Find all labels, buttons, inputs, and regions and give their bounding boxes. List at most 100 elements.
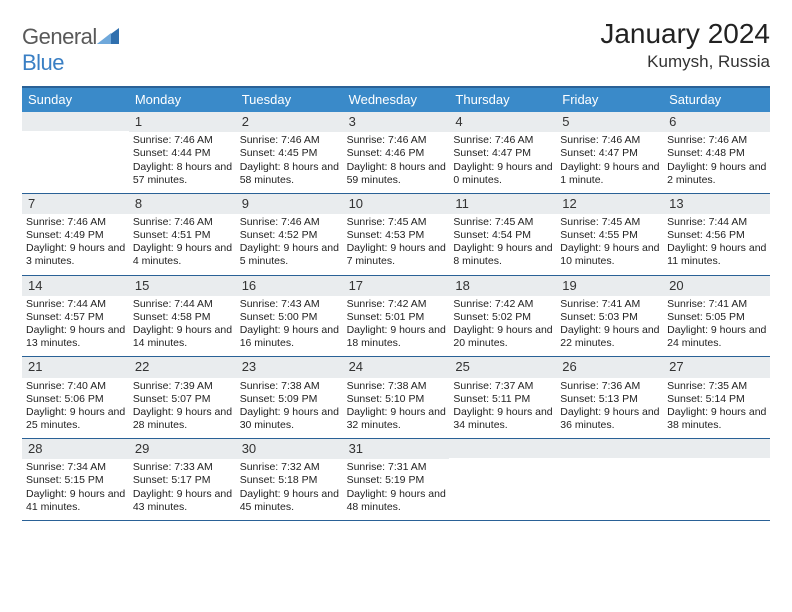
day-cell: 23Sunrise: 7:38 AMSunset: 5:09 PMDayligh… [236, 357, 343, 438]
sunset-line: Sunset: 4:44 PM [133, 147, 234, 160]
daylight-line: Daylight: 9 hours and 5 minutes. [240, 242, 341, 268]
day-cell: 4Sunrise: 7:46 AMSunset: 4:47 PMDaylight… [449, 112, 556, 193]
daylight-line: Daylight: 9 hours and 41 minutes. [26, 488, 127, 514]
sunset-line: Sunset: 5:13 PM [560, 393, 661, 406]
sunset-line: Sunset: 4:47 PM [560, 147, 661, 160]
day-number: 3 [343, 112, 450, 132]
sunrise-line: Sunrise: 7:45 AM [560, 216, 661, 229]
day-cell: 3Sunrise: 7:46 AMSunset: 4:46 PMDaylight… [343, 112, 450, 193]
day-body [22, 131, 129, 185]
sunrise-line: Sunrise: 7:44 AM [26, 298, 127, 311]
daylight-line: Daylight: 9 hours and 30 minutes. [240, 406, 341, 432]
daylight-line: Daylight: 8 hours and 59 minutes. [347, 161, 448, 187]
day-body: Sunrise: 7:46 AMSunset: 4:52 PMDaylight:… [236, 214, 343, 275]
day-cell: 13Sunrise: 7:44 AMSunset: 4:56 PMDayligh… [663, 194, 770, 275]
day-body [556, 458, 663, 512]
weekday-header: Sunday [22, 88, 129, 112]
title-block: January 2024 Kumysh, Russia [600, 18, 770, 72]
sunrise-line: Sunrise: 7:36 AM [560, 380, 661, 393]
day-number: 30 [236, 439, 343, 459]
weekday-header: Monday [129, 88, 236, 112]
day-number [556, 439, 663, 458]
sunset-line: Sunset: 4:54 PM [453, 229, 554, 242]
daylight-line: Daylight: 9 hours and 13 minutes. [26, 324, 127, 350]
sunrise-line: Sunrise: 7:46 AM [133, 134, 234, 147]
daylight-line: Daylight: 8 hours and 58 minutes. [240, 161, 341, 187]
day-body: Sunrise: 7:35 AMSunset: 5:14 PMDaylight:… [663, 378, 770, 439]
day-number: 26 [556, 357, 663, 377]
sunrise-line: Sunrise: 7:42 AM [347, 298, 448, 311]
day-number: 24 [343, 357, 450, 377]
day-cell: 11Sunrise: 7:45 AMSunset: 4:54 PMDayligh… [449, 194, 556, 275]
day-cell: 22Sunrise: 7:39 AMSunset: 5:07 PMDayligh… [129, 357, 236, 438]
day-cell: 25Sunrise: 7:37 AMSunset: 5:11 PMDayligh… [449, 357, 556, 438]
day-number: 28 [22, 439, 129, 459]
day-body: Sunrise: 7:39 AMSunset: 5:07 PMDaylight:… [129, 378, 236, 439]
day-body: Sunrise: 7:38 AMSunset: 5:09 PMDaylight:… [236, 378, 343, 439]
day-body: Sunrise: 7:45 AMSunset: 4:54 PMDaylight:… [449, 214, 556, 275]
daylight-line: Daylight: 8 hours and 57 minutes. [133, 161, 234, 187]
day-number: 8 [129, 194, 236, 214]
day-cell: 20Sunrise: 7:41 AMSunset: 5:05 PMDayligh… [663, 276, 770, 357]
day-number: 10 [343, 194, 450, 214]
daylight-line: Daylight: 9 hours and 20 minutes. [453, 324, 554, 350]
day-cell: 28Sunrise: 7:34 AMSunset: 5:15 PMDayligh… [22, 439, 129, 520]
day-cell: 5Sunrise: 7:46 AMSunset: 4:47 PMDaylight… [556, 112, 663, 193]
sunset-line: Sunset: 5:19 PM [347, 474, 448, 487]
day-number: 7 [22, 194, 129, 214]
sunrise-line: Sunrise: 7:39 AM [133, 380, 234, 393]
day-body: Sunrise: 7:32 AMSunset: 5:18 PMDaylight:… [236, 459, 343, 520]
day-number: 21 [22, 357, 129, 377]
daylight-line: Daylight: 9 hours and 48 minutes. [347, 488, 448, 514]
day-body: Sunrise: 7:44 AMSunset: 4:57 PMDaylight:… [22, 296, 129, 357]
day-number: 6 [663, 112, 770, 132]
sunrise-line: Sunrise: 7:41 AM [667, 298, 768, 311]
day-number: 25 [449, 357, 556, 377]
daylight-line: Daylight: 9 hours and 24 minutes. [667, 324, 768, 350]
day-body: Sunrise: 7:38 AMSunset: 5:10 PMDaylight:… [343, 378, 450, 439]
sunrise-line: Sunrise: 7:38 AM [347, 380, 448, 393]
day-number: 4 [449, 112, 556, 132]
sunrise-line: Sunrise: 7:41 AM [560, 298, 661, 311]
day-body: Sunrise: 7:46 AMSunset: 4:45 PMDaylight:… [236, 132, 343, 193]
day-body: Sunrise: 7:44 AMSunset: 4:58 PMDaylight:… [129, 296, 236, 357]
day-number: 27 [663, 357, 770, 377]
sunset-line: Sunset: 5:02 PM [453, 311, 554, 324]
day-body: Sunrise: 7:34 AMSunset: 5:15 PMDaylight:… [22, 459, 129, 520]
sunrise-line: Sunrise: 7:34 AM [26, 461, 127, 474]
day-body: Sunrise: 7:41 AMSunset: 5:03 PMDaylight:… [556, 296, 663, 357]
sunrise-line: Sunrise: 7:46 AM [560, 134, 661, 147]
day-cell: 19Sunrise: 7:41 AMSunset: 5:03 PMDayligh… [556, 276, 663, 357]
day-number: 12 [556, 194, 663, 214]
day-number: 18 [449, 276, 556, 296]
sunrise-line: Sunrise: 7:38 AM [240, 380, 341, 393]
sunset-line: Sunset: 4:52 PM [240, 229, 341, 242]
week-row: 28Sunrise: 7:34 AMSunset: 5:15 PMDayligh… [22, 439, 770, 521]
day-cell: 26Sunrise: 7:36 AMSunset: 5:13 PMDayligh… [556, 357, 663, 438]
day-number: 29 [129, 439, 236, 459]
sunset-line: Sunset: 5:18 PM [240, 474, 341, 487]
day-cell: 1Sunrise: 7:46 AMSunset: 4:44 PMDaylight… [129, 112, 236, 193]
sunrise-line: Sunrise: 7:46 AM [133, 216, 234, 229]
daylight-line: Daylight: 9 hours and 16 minutes. [240, 324, 341, 350]
sunset-line: Sunset: 4:46 PM [347, 147, 448, 160]
day-number: 13 [663, 194, 770, 214]
daylight-line: Daylight: 9 hours and 4 minutes. [133, 242, 234, 268]
sunrise-line: Sunrise: 7:46 AM [240, 216, 341, 229]
daylight-line: Daylight: 9 hours and 14 minutes. [133, 324, 234, 350]
week-row: 7Sunrise: 7:46 AMSunset: 4:49 PMDaylight… [22, 194, 770, 276]
sunrise-line: Sunrise: 7:35 AM [667, 380, 768, 393]
day-body: Sunrise: 7:46 AMSunset: 4:44 PMDaylight:… [129, 132, 236, 193]
day-number: 11 [449, 194, 556, 214]
week-row: 1Sunrise: 7:46 AMSunset: 4:44 PMDaylight… [22, 112, 770, 194]
logo: General Blue [22, 24, 119, 76]
daylight-line: Daylight: 9 hours and 22 minutes. [560, 324, 661, 350]
empty-cell [22, 112, 129, 193]
sunset-line: Sunset: 5:01 PM [347, 311, 448, 324]
sunset-line: Sunset: 4:45 PM [240, 147, 341, 160]
daylight-line: Daylight: 9 hours and 3 minutes. [26, 242, 127, 268]
weekday-header: Wednesday [343, 88, 450, 112]
sunset-line: Sunset: 4:51 PM [133, 229, 234, 242]
sunset-line: Sunset: 5:00 PM [240, 311, 341, 324]
sunrise-line: Sunrise: 7:33 AM [133, 461, 234, 474]
